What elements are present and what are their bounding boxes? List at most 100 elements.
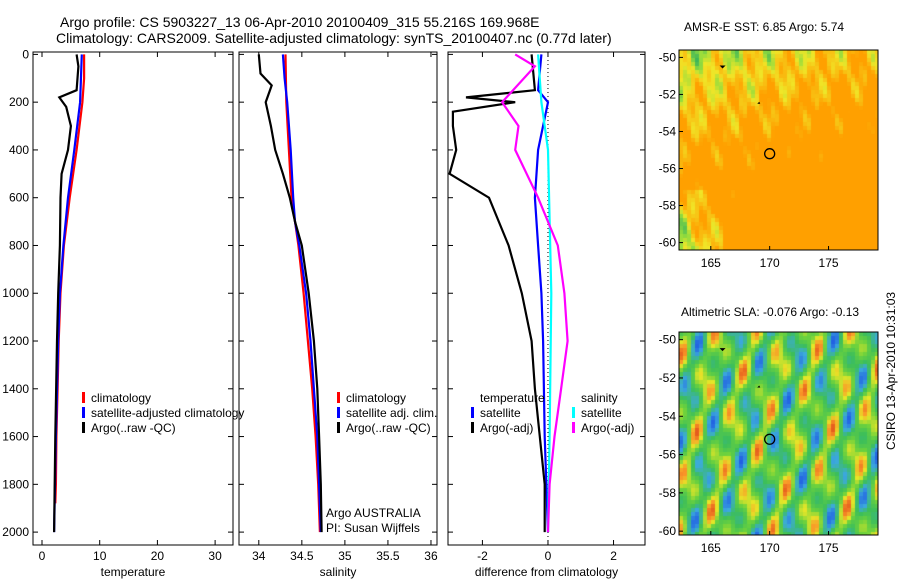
float-track-marker xyxy=(719,348,726,352)
y-tick-label: -50 xyxy=(659,50,677,64)
legend-label: satellite xyxy=(581,406,622,420)
float-track-marker xyxy=(757,385,761,388)
legend-marker-black xyxy=(82,422,85,433)
y-tick-label: 2000 xyxy=(2,525,29,539)
legend-label: climatology xyxy=(91,391,152,405)
x-tick-label: 34 xyxy=(252,549,266,563)
sst-map xyxy=(679,50,878,250)
legend-marker-magenta xyxy=(572,422,575,433)
y-tick-label: -50 xyxy=(659,333,677,347)
sst-map-frame xyxy=(678,49,879,251)
y-tick-label: -52 xyxy=(659,87,677,101)
temperature-series-argo-raw-qc- xyxy=(53,54,80,533)
legend-label: Argo(-adj) xyxy=(581,421,635,435)
y-tick-label: -60 xyxy=(659,236,677,250)
x-tick-label: 0 xyxy=(545,549,552,563)
salinity-axes-frame xyxy=(238,51,438,546)
legend-marker-blue xyxy=(337,407,340,418)
legend-marker-blue xyxy=(82,407,85,418)
difference-legend-salinity: salinity satellite Argo(-adj) xyxy=(572,391,634,436)
legend-label: satellite xyxy=(480,406,521,420)
legend-marker-blue xyxy=(471,407,474,418)
sla-map-frame xyxy=(678,331,879,536)
legend-marker-black xyxy=(471,422,474,433)
y-tick-label: -56 xyxy=(659,448,677,462)
sst-map-title: AMSR-E SST: 6.85 Argo: 5.74 xyxy=(684,20,845,34)
x-tick-label: 170 xyxy=(760,256,780,270)
annotation-line: Argo AUSTRALIA xyxy=(326,506,421,520)
difference-legend-temperature: temperature satellite Argo(-adj) xyxy=(471,391,545,436)
x-tick-label: 36 xyxy=(424,549,438,563)
y-tick-label: 1600 xyxy=(2,430,29,444)
legend-label: satellite adj. clim. xyxy=(346,406,438,420)
y-tick-label: -54 xyxy=(659,124,677,138)
legend-label: Argo(..raw -QC) xyxy=(91,421,176,435)
y-tick-label: 1800 xyxy=(2,477,29,491)
profile-location-marker xyxy=(764,148,776,160)
y-tick-label: 1000 xyxy=(2,286,29,300)
title-line-1: Argo profile: CS 5903227_13 06-Apr-2010 … xyxy=(60,14,540,30)
difference-axes-frame xyxy=(447,51,646,546)
x-tick-label: 170 xyxy=(760,541,780,555)
salinity-series-argo-raw-qc- xyxy=(257,54,323,533)
salinity-series-climatology xyxy=(284,54,321,533)
x-tick-label: 35 xyxy=(338,549,352,563)
difference-series-temperature-satellite xyxy=(533,54,550,533)
y-tick-label: 400 xyxy=(9,143,29,157)
temperature-x-axis-label: temperature xyxy=(101,565,166,579)
difference-series-salinity-satellite xyxy=(537,54,553,533)
x-tick-label: 165 xyxy=(701,541,721,555)
timestamp-stamp: CSIRO 13-Apr-2010 10:31:03 xyxy=(884,291,898,450)
salinity-series-satellite-adj-clim- xyxy=(281,54,322,533)
x-tick-label: 175 xyxy=(819,541,839,555)
sla-map-title: Altimetric SLA: -0.076 Argo: -0.13 xyxy=(681,305,860,319)
legend-label: Argo(-adj) xyxy=(480,421,534,435)
title-line-2: Climatology: CARS2009. Satellite-adjuste… xyxy=(56,30,612,46)
y-tick-label: 200 xyxy=(9,95,29,109)
difference-series-temperature-argo-adj- xyxy=(448,54,546,533)
salinity-legend: climatology satellite adj. clim. Argo(..… xyxy=(337,391,437,436)
profile-location-marker xyxy=(764,433,776,445)
x-tick-label: 34.5 xyxy=(290,549,314,563)
x-tick-label: 0 xyxy=(39,549,46,563)
y-tick-label: 1400 xyxy=(2,382,29,396)
sla-map xyxy=(679,332,878,535)
x-tick-label: 2 xyxy=(610,549,617,563)
x-tick-label: 30 xyxy=(208,549,222,563)
y-tick-label: 800 xyxy=(9,238,29,252)
y-tick-label: 600 xyxy=(9,191,29,205)
x-tick-label: 175 xyxy=(819,256,839,270)
temperature-legend: climatology satellite-adjusted climatolo… xyxy=(82,391,244,436)
legend-label: satellite-adjusted climatology xyxy=(91,406,245,420)
legend-label: Argo(..raw -QC) xyxy=(346,421,431,435)
difference-series-salinity-argo-adj- xyxy=(500,53,569,533)
x-tick-label: 20 xyxy=(151,549,165,563)
annotation-line: PI: Susan Wijffels xyxy=(326,521,420,535)
salinity-annotation: Argo AUSTRALIA PI: Susan Wijffels xyxy=(326,506,421,536)
x-tick-label: 10 xyxy=(93,549,107,563)
legend-marker-cyan xyxy=(572,407,575,418)
legend-marker-red xyxy=(337,392,340,403)
y-tick-label: -54 xyxy=(659,409,677,423)
y-tick-label: 0 xyxy=(22,47,29,61)
legend-title: temperature xyxy=(480,391,545,405)
y-tick-label: -58 xyxy=(659,486,677,500)
float-track-marker xyxy=(757,101,761,104)
y-tick-label: -58 xyxy=(659,199,677,213)
x-tick-label: 165 xyxy=(701,256,721,270)
legend-marker-black xyxy=(337,422,340,433)
salinity-x-axis-label: salinity xyxy=(320,565,357,579)
y-tick-label: -56 xyxy=(659,162,677,176)
float-track-marker xyxy=(719,65,726,69)
legend-marker-red xyxy=(82,392,85,403)
legend-label: climatology xyxy=(346,391,407,405)
x-tick-label: 35.5 xyxy=(376,549,400,563)
y-tick-label: -52 xyxy=(659,371,677,385)
x-tick-label: -2 xyxy=(477,549,488,563)
difference-x-axis-label: difference from climatology xyxy=(475,565,618,579)
legend-title: salinity xyxy=(581,391,618,405)
y-tick-label: -60 xyxy=(659,524,677,538)
